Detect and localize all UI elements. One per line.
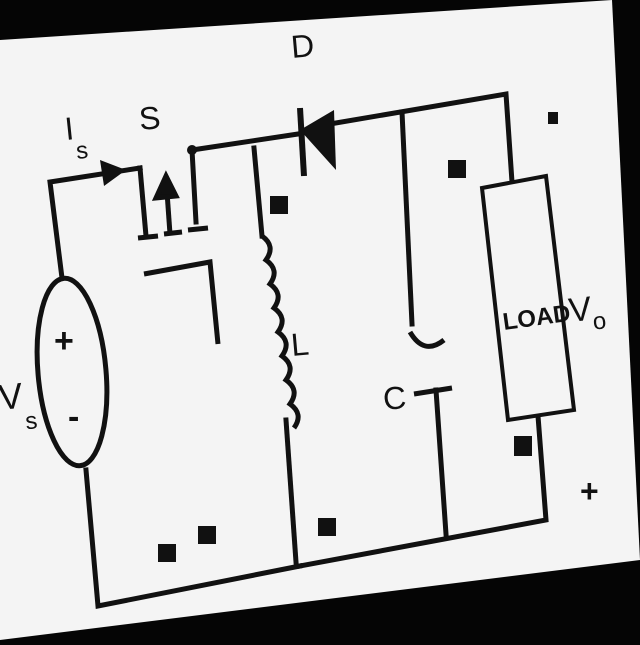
inductor-label: L	[289, 326, 310, 363]
load-box	[479, 173, 577, 423]
wire-output-rail	[327, 91, 515, 185]
switch-node-dot	[187, 145, 197, 155]
diode-symbol	[297, 107, 336, 177]
capacitor-symbol	[407, 330, 453, 397]
wire-load-bottom	[297, 413, 549, 569]
wire-switch-source	[137, 165, 149, 239]
inductor-coil	[260, 233, 301, 430]
capacitor-label: C	[381, 379, 407, 417]
switch-label: S	[137, 99, 161, 137]
wire-capacitor-top	[399, 109, 415, 327]
source-current-label: Is	[63, 109, 90, 166]
source-minus-label: -	[68, 398, 79, 436]
output-plus-label: +	[580, 473, 599, 509]
source-plus-label: +	[54, 322, 74, 360]
wire-inductor-top	[251, 145, 265, 239]
wire-capacitor-bottom	[433, 387, 449, 537]
output-voltage-label: Vo	[567, 288, 608, 338]
wire-source-bottom	[83, 467, 303, 609]
wire-top-rail	[189, 131, 301, 153]
voltage-source-circle	[34, 275, 110, 469]
wire-inductor-bottom	[283, 417, 299, 565]
wire-switch-drain	[189, 147, 199, 225]
switch-mosfet	[137, 170, 221, 345]
scan-noise	[158, 112, 558, 562]
current-arrow-icon	[100, 160, 126, 186]
source-voltage-label: Vs	[0, 373, 39, 437]
diode-label: D	[289, 27, 315, 65]
